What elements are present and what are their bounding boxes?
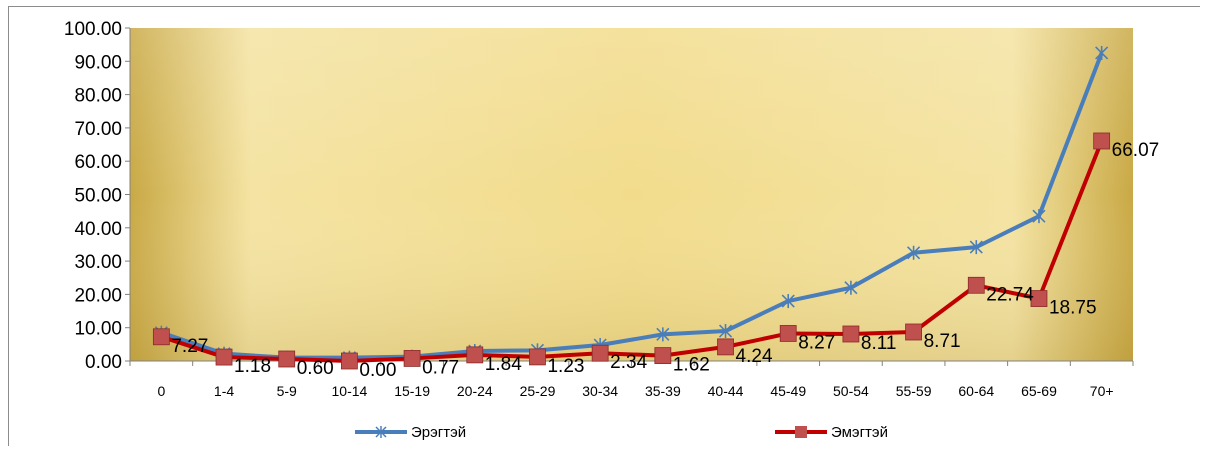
legend-label: Эмэгтэй <box>831 424 888 441</box>
data-label: 8.11 <box>861 333 897 354</box>
y-tick-label: 0.00 <box>85 352 122 373</box>
x-tick-label: 0 <box>157 383 165 399</box>
x-tick-label: 55-59 <box>896 383 932 399</box>
y-tick-label: 50.00 <box>74 186 122 207</box>
data-labels: 7.27 1.18 0.60 0.00 0.77 1.84 1.23 2.34 1.62 4.24… <box>171 140 1159 381</box>
data-point-square <box>591 344 609 362</box>
data-point-square <box>215 348 233 366</box>
x-tick-label: 65-69 <box>1021 383 1057 399</box>
data-point-square <box>1030 290 1048 307</box>
data-label: 1.62 <box>673 355 710 376</box>
data-point-star <box>1095 45 1109 60</box>
x-tick-label: 35-39 <box>645 383 681 399</box>
series-line <box>160 52 1104 360</box>
data-point-square <box>967 276 985 294</box>
y-tick-label: 100.00 <box>64 19 122 40</box>
plot-shade <box>130 28 1133 361</box>
y-tick-label: 30.00 <box>74 252 122 273</box>
chart-frame <box>8 6 1200 446</box>
y-tick-label: 10.00 <box>74 319 122 340</box>
data-point-square <box>717 338 734 356</box>
x-tick-label: 25-29 <box>520 383 556 399</box>
x-tick-label: 45-49 <box>770 383 806 399</box>
data-label: 0.77 <box>422 357 459 378</box>
y-tick-label: 20.00 <box>74 285 122 306</box>
data-point-star <box>656 327 670 342</box>
x-tick-label: 30-34 <box>582 383 618 399</box>
data-label: 1.23 <box>547 356 584 377</box>
data-point-square <box>779 325 797 342</box>
data-point-square <box>278 350 296 368</box>
data-label: 4.24 <box>736 346 773 367</box>
x-tick-label: 5-9 <box>277 383 297 399</box>
data-label: 0.60 <box>297 358 334 379</box>
y-axis: 0.00 10.00 20.00 30.00 40.00 50.00 60.00 70.00 8… <box>64 19 131 373</box>
plot-area <box>130 28 1133 361</box>
legend-item: Эрэгтэй <box>355 424 466 441</box>
x-tick-label: 40-44 <box>708 383 744 399</box>
data-label: 8.27 <box>798 332 835 353</box>
series-line <box>160 140 1104 363</box>
legend: Эрэгтэй Эмэгтэй <box>355 424 888 441</box>
data-point-square <box>654 347 672 365</box>
x-tick-label: 10-14 <box>332 383 368 399</box>
data-point-star <box>844 280 858 295</box>
data-point-square <box>466 346 484 364</box>
data-label: 0.00 <box>359 360 396 381</box>
data-label: 18.75 <box>1049 298 1097 319</box>
y-tick-label: 80.00 <box>74 86 122 107</box>
legend-marker <box>375 426 387 438</box>
y-tick-label: 60.00 <box>74 152 122 173</box>
data-point-square <box>529 348 546 366</box>
data-point-star <box>1032 209 1046 224</box>
data-point-square <box>1093 132 1111 150</box>
series-layer <box>152 45 1111 370</box>
data-label: 7.27 <box>171 336 208 357</box>
data-label: 1.18 <box>234 356 271 377</box>
series-female <box>152 132 1111 370</box>
y-tick-label: 70.00 <box>74 119 122 140</box>
data-point-star <box>781 294 795 309</box>
x-tick-label: 60-64 <box>958 383 994 399</box>
x-axis: 0 1-4 5-9 10-14 15-19 20-24 25-29 30-34 35-39 40-… <box>129 360 1134 399</box>
y-tick-label: 40.00 <box>74 219 122 240</box>
x-tick-label: 1-4 <box>214 383 234 399</box>
data-point-square <box>905 323 922 341</box>
legend-label: Эрэгтэй <box>411 424 466 441</box>
x-tick-label: 15-19 <box>394 383 430 399</box>
legend-item: Эмэгтэй <box>775 424 888 441</box>
data-point-square <box>341 352 358 370</box>
data-point-star <box>907 245 921 260</box>
data-point-square <box>842 325 860 343</box>
data-point-star <box>718 324 733 339</box>
x-tick-label: 70+ <box>1090 383 1114 399</box>
x-tick-label: 20-24 <box>457 383 493 399</box>
data-point-square <box>403 350 421 367</box>
x-tick-label: 50-54 <box>833 383 869 399</box>
data-label: 1.84 <box>485 354 522 375</box>
data-label: 8.71 <box>924 331 961 352</box>
data-point-star <box>969 240 983 255</box>
data-label: 66.07 <box>1112 140 1160 161</box>
data-label: 22.74 <box>986 284 1034 305</box>
data-point-square <box>152 328 170 346</box>
y-tick-label: 90.00 <box>74 52 122 73</box>
legend-marker <box>795 426 807 438</box>
data-label: 2.34 <box>610 352 647 373</box>
